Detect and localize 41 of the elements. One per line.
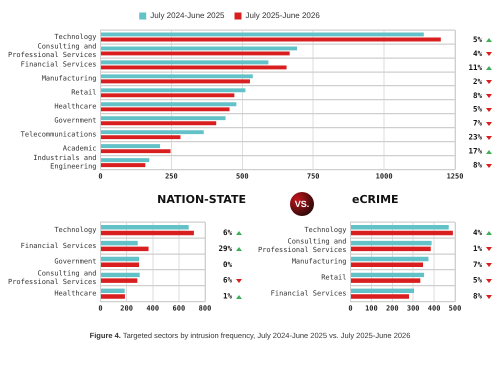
- bar: [101, 272, 140, 278]
- bar: [351, 256, 428, 262]
- bar: [351, 294, 410, 299]
- bar: [101, 144, 160, 148]
- bar: [351, 230, 453, 236]
- bar: [101, 158, 150, 162]
- bar: [101, 79, 250, 84]
- bar: [351, 278, 420, 283]
- legend-label: July 2024-June 2025: [150, 11, 226, 20]
- bar: [101, 246, 149, 252]
- bar: [101, 38, 441, 42]
- bar: [101, 46, 298, 50]
- bar: [101, 256, 140, 262]
- bar: [351, 225, 449, 230]
- bar: [101, 278, 138, 283]
- bar: [351, 288, 414, 294]
- bar: [351, 246, 431, 252]
- bar: [351, 272, 424, 278]
- bar: [351, 240, 432, 246]
- bar: [101, 65, 287, 70]
- bar: [101, 163, 146, 168]
- bar: [101, 107, 230, 112]
- bar: [101, 149, 171, 154]
- bar: [101, 262, 140, 267]
- chart-title: eCRIME: [352, 193, 399, 206]
- chart-title: NATION-STATE: [157, 193, 246, 206]
- bar: [101, 60, 268, 64]
- bar: [101, 225, 189, 230]
- bar: [101, 51, 290, 56]
- bar: [101, 294, 125, 299]
- bar: [101, 240, 138, 246]
- bar: [101, 74, 253, 78]
- bar: [101, 32, 424, 36]
- bar: [101, 130, 204, 134]
- bar: [101, 230, 194, 236]
- bar: [101, 88, 246, 92]
- badge: VS.: [290, 192, 314, 216]
- bar: [101, 93, 234, 98]
- bar: [351, 262, 424, 267]
- legend-label: July 2025-June 2026: [246, 11, 320, 20]
- bar: [101, 288, 125, 294]
